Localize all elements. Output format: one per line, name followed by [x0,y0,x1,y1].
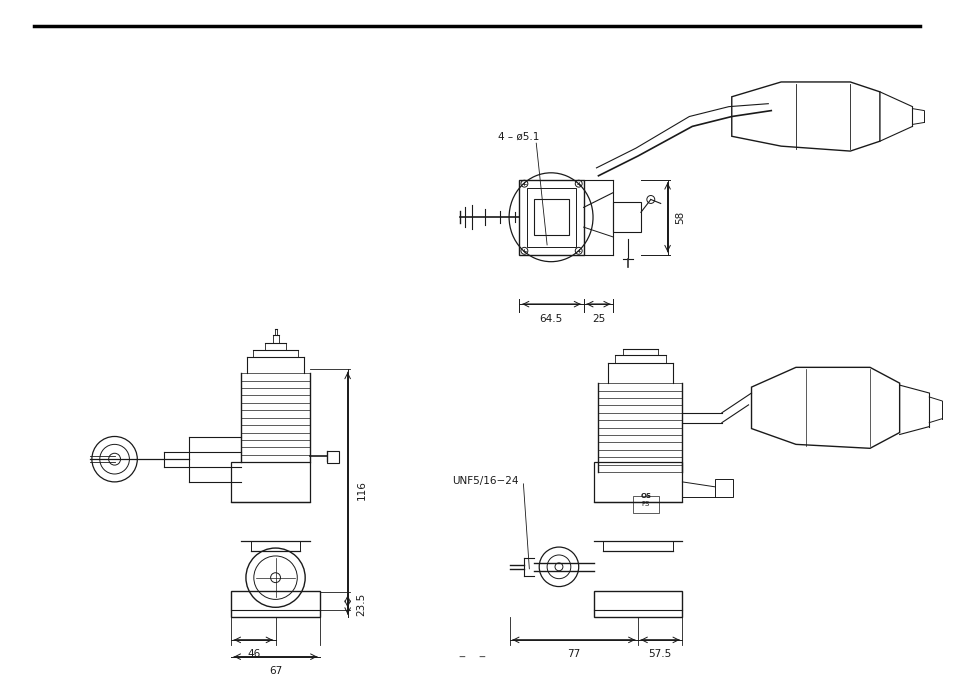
Bar [231,462,310,502]
Text: 116: 116 [356,480,366,500]
Text: –: – [458,651,465,665]
Text: 46: 46 [247,649,260,659]
Text: 25: 25 [591,314,604,324]
Text: 58: 58 [675,211,685,224]
Text: 67: 67 [269,666,282,675]
Bar [327,452,338,463]
Bar [534,199,568,235]
Bar [633,496,658,514]
Text: 4 – ø5.1: 4 – ø5.1 [497,131,538,141]
Text: 23.5: 23.5 [356,593,366,616]
Text: 77: 77 [566,649,579,659]
Bar [527,188,576,247]
Bar [593,591,681,617]
Text: OS: OS [639,493,651,499]
Text: 57.5: 57.5 [647,649,671,659]
Bar [613,202,640,232]
Text: 64.5: 64.5 [538,314,562,324]
Text: –: – [478,651,485,665]
Text: FS: FS [641,501,649,506]
Bar [519,180,583,255]
Bar [231,591,319,617]
Bar [714,479,732,497]
Text: UNF5/16−24: UNF5/16−24 [452,476,518,486]
Bar [593,462,681,502]
